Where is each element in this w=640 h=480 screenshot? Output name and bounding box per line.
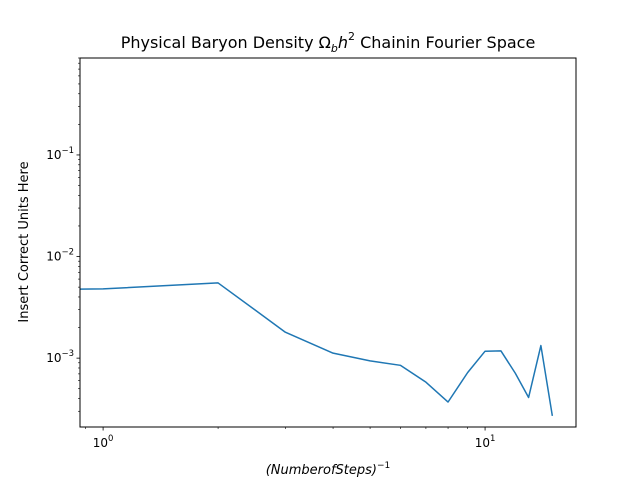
ticks-layer: 100 101 10−3 10−2 10−1 <box>46 57 496 450</box>
data-point <box>425 382 426 383</box>
y-tick-label: 10−2 <box>46 248 74 264</box>
chart-title-main: Physical Baryon Density Ω <box>121 33 331 52</box>
series-layer <box>80 282 554 417</box>
data-point <box>103 288 104 289</box>
data-point <box>369 360 370 361</box>
x-axis-label: (NumberofSteps)−1 <box>266 461 391 478</box>
data-point <box>484 351 485 352</box>
data-point <box>285 332 286 333</box>
data-point <box>500 350 501 351</box>
data-point <box>515 373 516 374</box>
y-tick-label: 10−3 <box>46 349 74 365</box>
data-point <box>540 345 541 346</box>
data-point <box>332 353 333 354</box>
x-tick-label: 101 <box>475 434 496 450</box>
chart-title: Physical Baryon Density Ωbh2 Chainin Fou… <box>121 30 536 55</box>
data-point <box>447 401 448 402</box>
chart-title-tail: Chainin Fourier Space <box>355 33 535 52</box>
chart-title-sup: 2 <box>348 30 355 43</box>
data-point <box>217 282 218 283</box>
x-tick-label: 100 <box>93 434 114 450</box>
data-point <box>552 415 553 416</box>
plot-frame <box>79 57 577 428</box>
series-line-0 <box>80 282 554 417</box>
data-point <box>467 372 468 373</box>
y-tick-label: 10−1 <box>46 146 74 162</box>
data-point <box>528 397 529 398</box>
y-axis-label: Insert Correct Units Here <box>17 161 32 322</box>
chart-title-var: h <box>338 33 348 52</box>
data-point <box>400 365 401 366</box>
x-axis-label-main: (NumberofSteps) <box>266 463 377 478</box>
x-axis-label-sup: −1 <box>377 461 390 471</box>
chart-title-sub: b <box>331 42 338 55</box>
